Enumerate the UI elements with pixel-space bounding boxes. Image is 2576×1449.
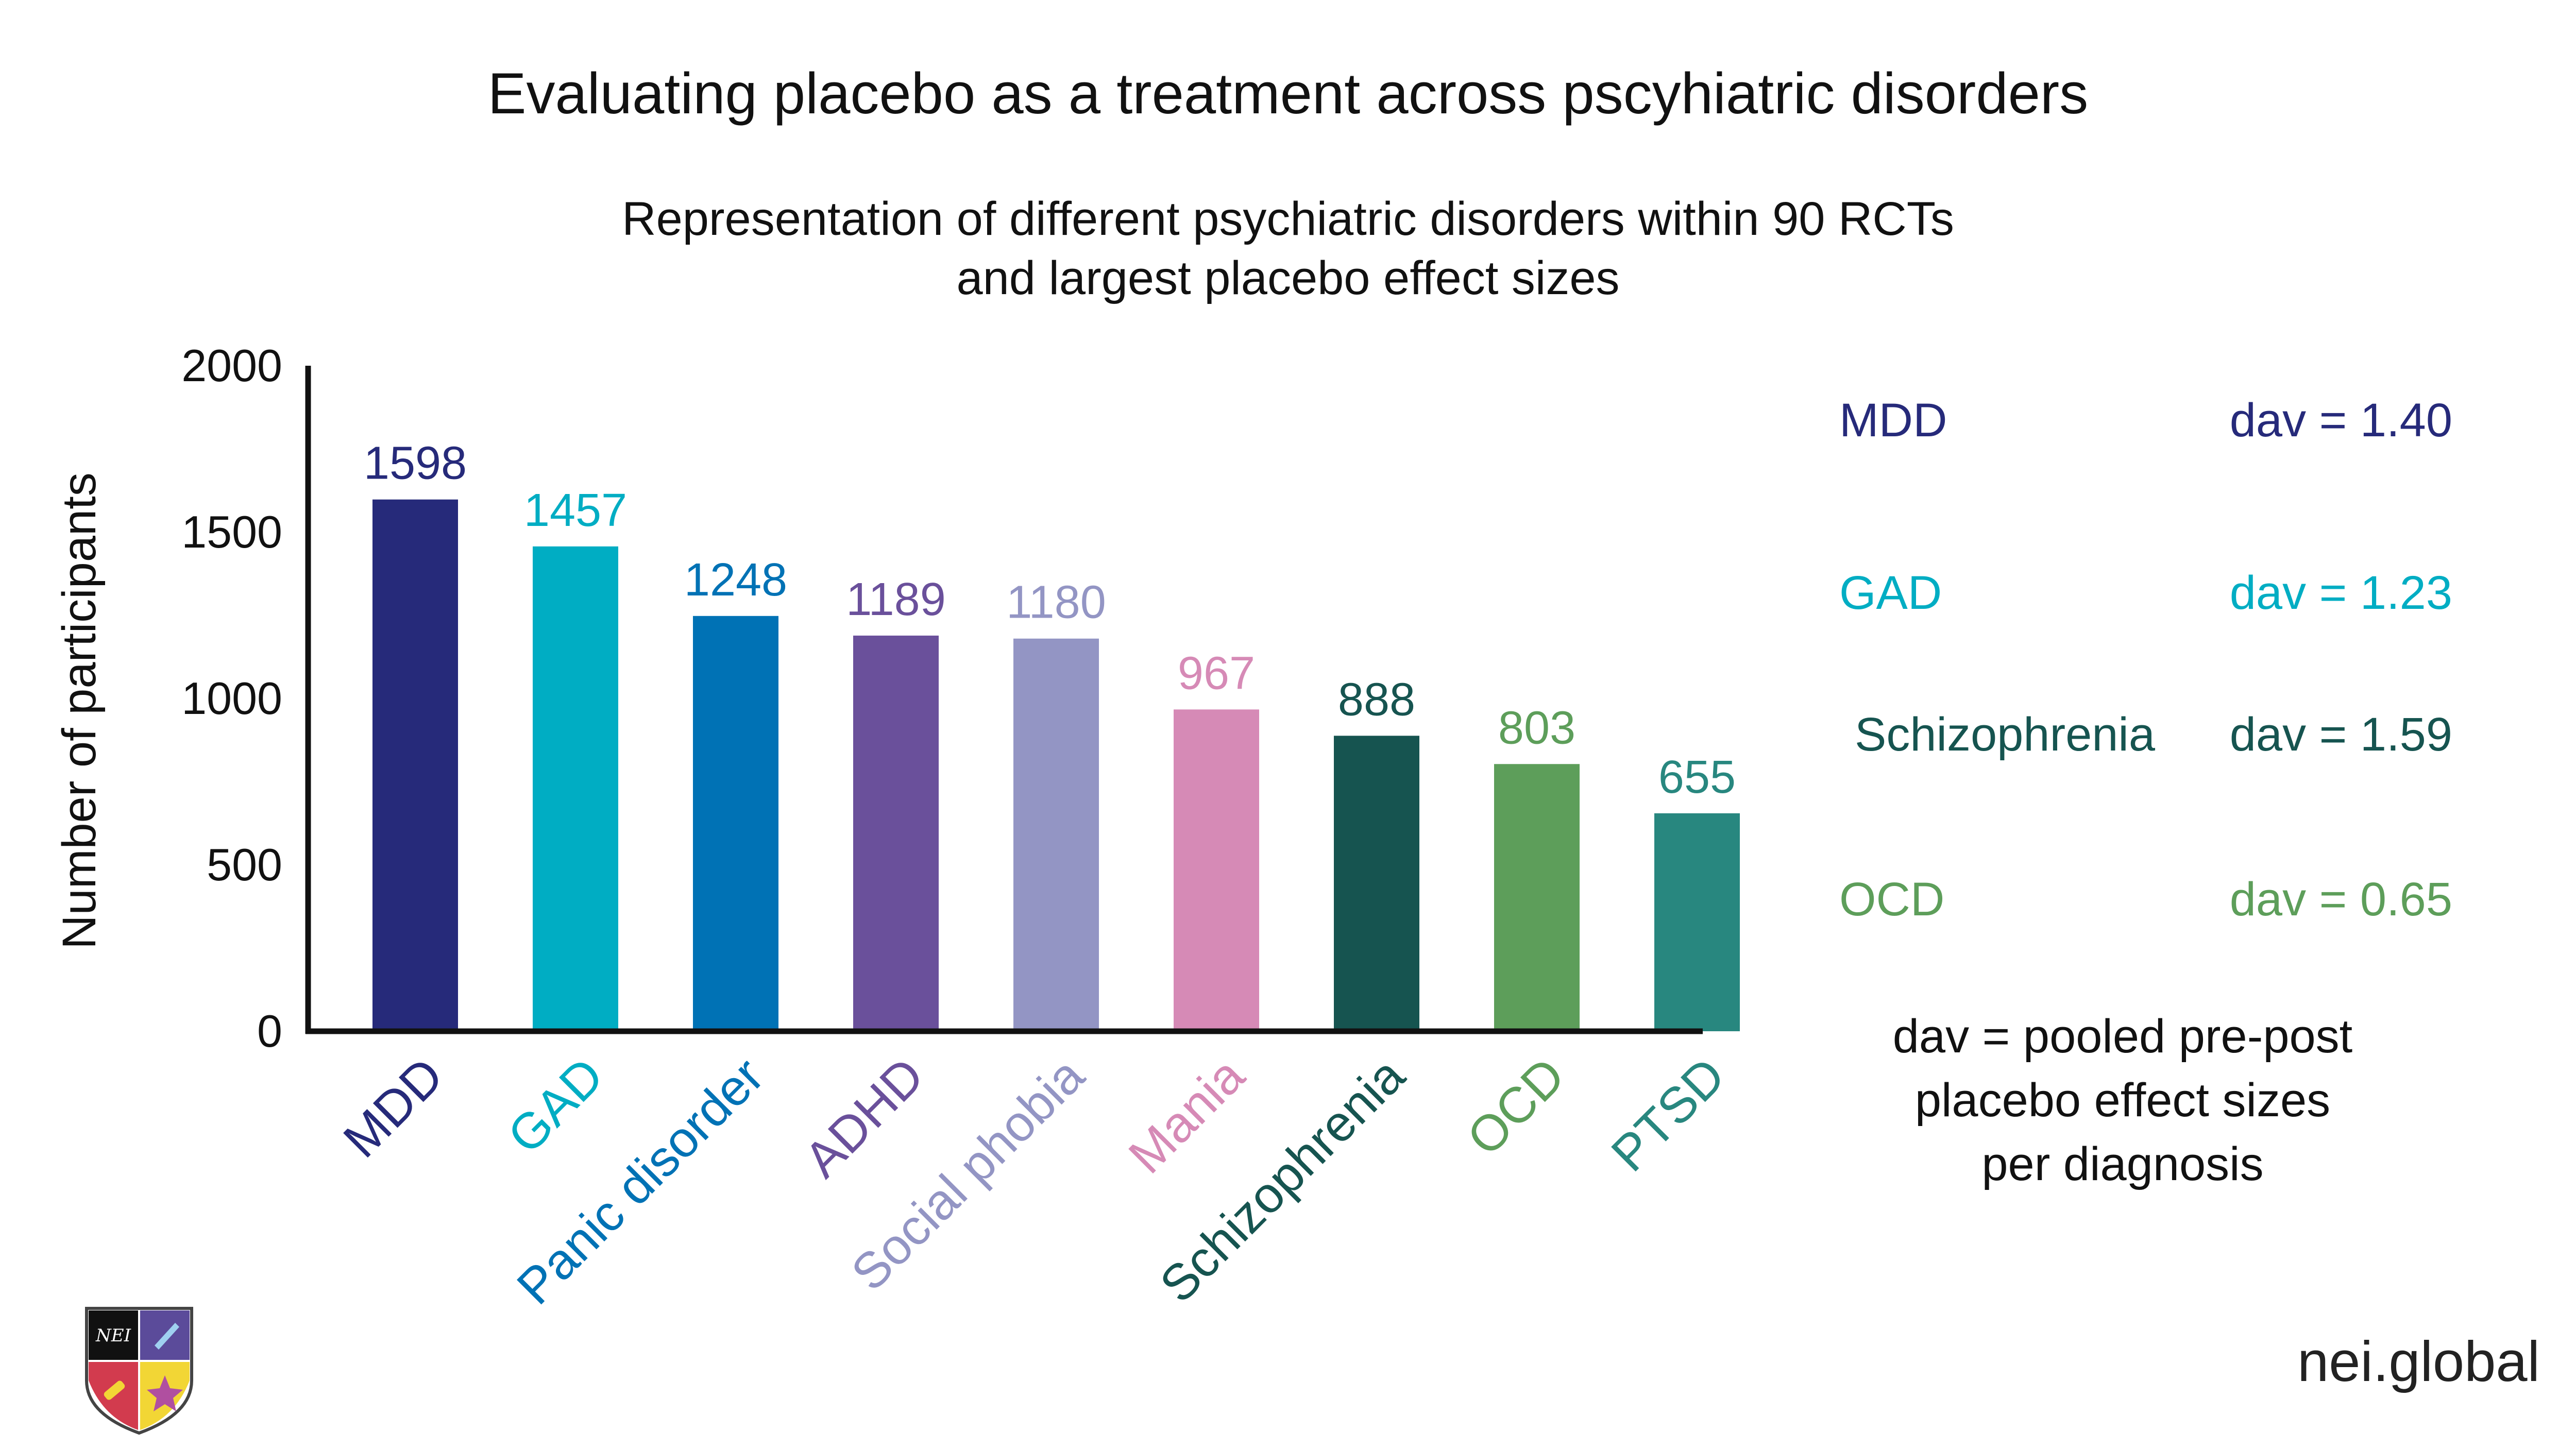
effect-size-note: dav = pooled pre-post placebo effect siz… — [1834, 1004, 2411, 1197]
bar-adhd — [853, 635, 939, 1031]
value-label-ptsd: 655 — [1658, 752, 1736, 803]
value-label-adhd: 1189 — [846, 574, 946, 625]
category-label-adhd: ADHD — [793, 1047, 935, 1188]
category-label-ocd: OCD — [1456, 1047, 1575, 1166]
value-label-mania: 967 — [1178, 647, 1255, 699]
effect-name-ocd: OCD — [1839, 873, 1945, 926]
y-tick-label-0: 0 — [257, 1005, 282, 1056]
effect-value-gad: dav = 1.23 — [2229, 567, 2452, 619]
bar-schizophrenia — [1334, 736, 1419, 1031]
effect-name-mdd: MDD — [1839, 394, 1947, 447]
value-label-schizophrenia: 888 — [1338, 674, 1415, 725]
value-label-ocd: 803 — [1498, 702, 1575, 754]
effect-value-ocd: dav = 0.65 — [2229, 873, 2452, 926]
note-line-1: dav = pooled pre-post — [1892, 1010, 2353, 1063]
bar-ptsd — [1654, 813, 1740, 1031]
effect-value-schizophrenia: dav = 1.59 — [2229, 708, 2452, 761]
chart-subtitle-line-2: and largest placebo effect sizes — [956, 252, 1620, 304]
y-tick-label-1000: 1000 — [181, 673, 282, 724]
y-tick-label-500: 500 — [207, 839, 282, 890]
bar-mdd — [372, 499, 458, 1031]
nei-crest-logo: NEI — [85, 1307, 193, 1435]
effect-value-mdd: dav = 1.40 — [2229, 394, 2452, 447]
bar-gad — [533, 546, 618, 1031]
note-line-3: per diagnosis — [1981, 1138, 2264, 1191]
y-tick-label-2000: 2000 — [181, 340, 282, 391]
value-label-panic-disorder: 1248 — [684, 554, 787, 606]
value-label-mdd: 1598 — [364, 438, 467, 489]
effect-name-gad: GAD — [1839, 567, 1942, 619]
value-label-social-phobia: 1180 — [1006, 577, 1106, 628]
category-label-mania: Mania — [1117, 1047, 1255, 1184]
bar-panic-disorder — [693, 616, 778, 1031]
note-line-2: placebo effect sizes — [1914, 1074, 2331, 1127]
category-label-mdd: MDD — [332, 1047, 454, 1168]
category-label-gad: GAD — [497, 1047, 614, 1164]
bar-mania — [1174, 709, 1259, 1031]
logo-nei-text: NEI — [95, 1325, 131, 1346]
bar-ocd — [1494, 764, 1580, 1031]
category-label-ptsd: PTSD — [1600, 1047, 1736, 1182]
y-tick-label-1500: 1500 — [181, 506, 282, 557]
chart-subtitle-line-1: Representation of different psychiatric … — [622, 193, 1954, 245]
value-label-gad: 1457 — [524, 485, 627, 536]
chart-title: Evaluating placebo as a treatment across… — [487, 61, 2089, 126]
bar-social-phobia — [1013, 638, 1099, 1031]
site-url: nei.global — [2297, 1330, 2540, 1393]
effect-name-schizophrenia: Schizophrenia — [1855, 708, 2156, 761]
y-axis-label: Number of participants — [53, 472, 106, 949]
